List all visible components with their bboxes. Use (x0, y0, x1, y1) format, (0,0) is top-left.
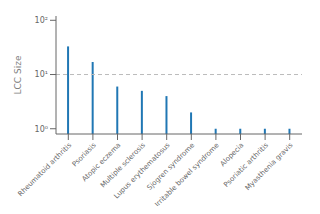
svg-text:10¹: 10¹ (35, 70, 48, 79)
svg-text:Multiple sclerosis: Multiple sclerosis (99, 141, 147, 189)
svg-text:Lupus erythematosus: Lupus erythematosus (112, 141, 172, 201)
svg-text:Atopic eczema: Atopic eczema (80, 141, 123, 184)
svg-text:Psoriasis: Psoriasis (70, 141, 98, 169)
svg-text:Sjogren syndrome: Sjogren syndrome (145, 141, 197, 192)
svg-text:10²: 10² (35, 16, 48, 25)
svg-text:Alopecia: Alopecia (218, 141, 246, 168)
svg-text:Rheumatoid arthritis: Rheumatoid arthritis (16, 141, 73, 198)
svg-text:Myasthenia gravis: Myasthenia gravis (244, 141, 295, 192)
svg-text:LCC Size: LCC Size (13, 55, 23, 94)
svg-text:Irritable bowel syndrome: Irritable bowel syndrome (153, 141, 220, 206)
svg-text:10⁰: 10⁰ (35, 125, 48, 134)
svg-text:Psoriatic arthritis: Psoriatic arthritis (222, 141, 270, 189)
